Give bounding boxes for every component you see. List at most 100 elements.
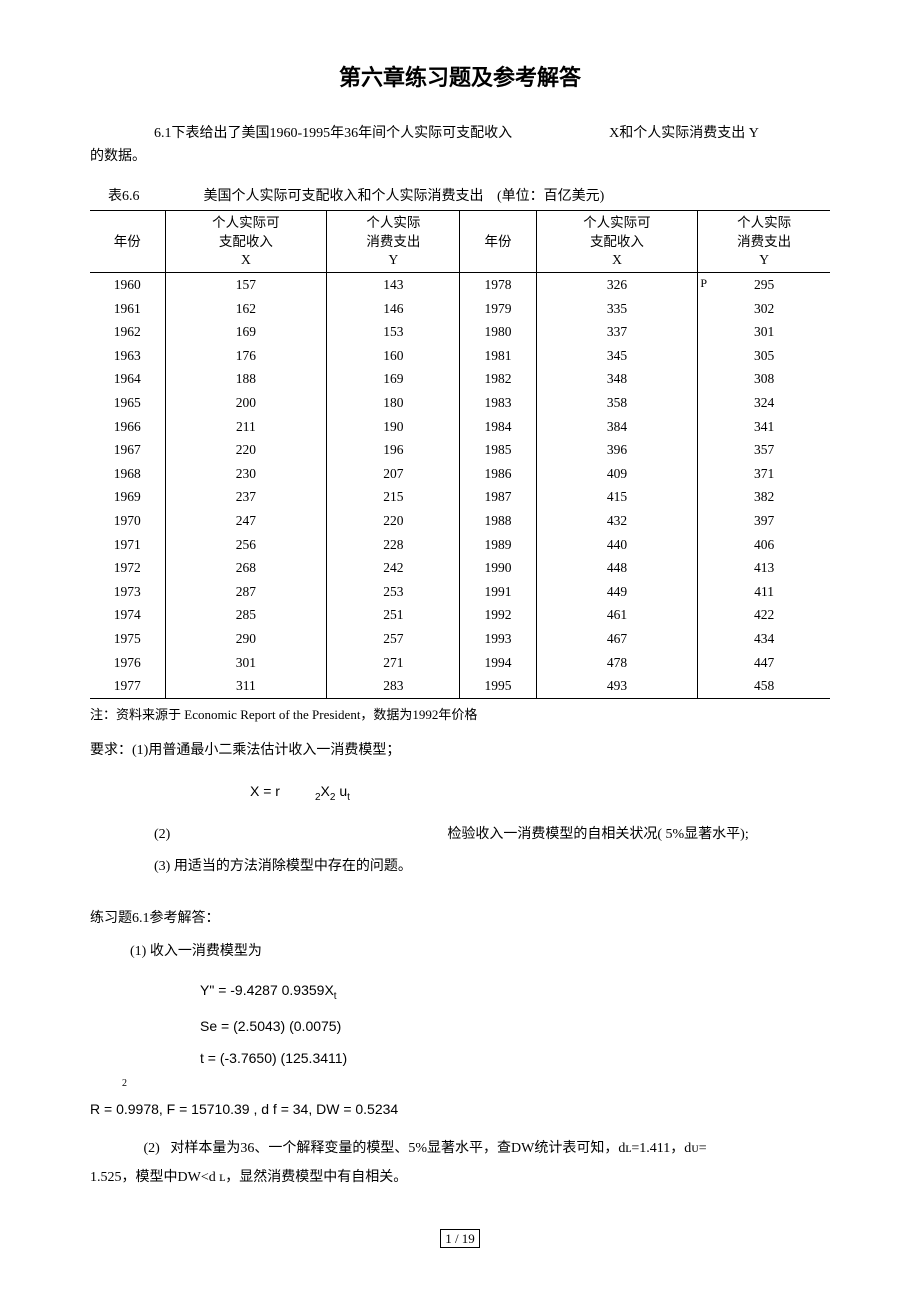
table-cell: 461 (536, 603, 698, 627)
table-cell: 153 (327, 320, 460, 344)
table-cell: 143 (327, 273, 460, 297)
table-note: 注：资料来源于 Economic Report of the President… (90, 705, 830, 726)
eqn1-left: X = r (250, 783, 280, 799)
table-cell: 447 (698, 651, 830, 675)
table-cell: 301 (698, 320, 830, 344)
table-cell: 1965 (90, 391, 165, 415)
intro-text-c: 的数据。 (90, 146, 830, 168)
table-cell: 341 (698, 415, 830, 439)
col-year-2: 年份 (460, 211, 536, 273)
intro-text-b: X和个人实际消费支出 Y (609, 126, 759, 141)
equation-1: X = r 2X2 ut (250, 780, 830, 806)
table-cell: 188 (165, 367, 327, 391)
table-caption: 表6.6 美国个人实际可支配收入和个人实际消费支出 (单位：百亿美元) (90, 186, 830, 208)
table-row: 19631761601981345305 (90, 344, 830, 368)
requirement-3: (3) 用适当的方法消除模型中存在的问题。 (154, 856, 830, 878)
answer-1-label: (1) 收入一消费模型为 (130, 941, 830, 963)
table-row: 19763012711994478447 (90, 651, 830, 675)
table-cell: 1977 (90, 674, 165, 698)
intro-text-a: 6.1下表给出了美国1960-1995年36年间个人实际可支配收入 (154, 126, 512, 141)
table-cell: 146 (327, 297, 460, 321)
table-cell: 220 (165, 438, 327, 462)
table-cell: 271 (327, 651, 460, 675)
col-consume-2: 个人实际消费支出Y (698, 211, 830, 273)
table-cell: 301 (165, 651, 327, 675)
table-cell: 285 (165, 603, 327, 627)
table-cell: 169 (327, 367, 460, 391)
table-cell: 335 (536, 297, 698, 321)
table-cell: 493 (536, 674, 698, 698)
table-cell: 1963 (90, 344, 165, 368)
table-cell: P295 (698, 273, 830, 297)
table-cell: 157 (165, 273, 327, 297)
table-cell: 371 (698, 462, 830, 486)
req2-text: 检验收入一消费模型的自相关状况( 5%显著水平); (447, 827, 748, 842)
table-cell: 440 (536, 533, 698, 557)
page-number: 1 / 19 (440, 1229, 480, 1248)
table-cell: 1978 (460, 273, 536, 297)
table-row: 19722682421990448413 (90, 556, 830, 580)
table-cell: 396 (536, 438, 698, 462)
t-line: t = (-3.7650) (125.3411) (200, 1047, 830, 1069)
table-cell: 1962 (90, 320, 165, 344)
table-cell: 1994 (460, 651, 536, 675)
table-cell: 467 (536, 627, 698, 651)
table-cell: 449 (536, 580, 698, 604)
table-cell: 411 (698, 580, 830, 604)
table-row: 19662111901984384341 (90, 415, 830, 439)
answer-2: (2) 对样本量为36、一个解释变量的模型、5%显著水平，查DW统计表可知，dʟ… (90, 1138, 830, 1160)
table-cell: 1964 (90, 367, 165, 391)
table-cell: 290 (165, 627, 327, 651)
table-cell: 337 (536, 320, 698, 344)
table-cell: 1991 (460, 580, 536, 604)
table-cell: 1974 (90, 603, 165, 627)
table-cell: 200 (165, 391, 327, 415)
table-cell: 287 (165, 580, 327, 604)
a2-text2: 1.525，模型中DW<d ʟ，显然消费模型中有自相关。 (90, 1167, 830, 1189)
table-cell: 283 (327, 674, 460, 698)
table-cell: 247 (165, 509, 327, 533)
table-row: 19742852511992461422 (90, 603, 830, 627)
table-cell: 1970 (90, 509, 165, 533)
answer-title: 练习题6.1参考解答： (90, 908, 830, 930)
table-cell: 1987 (460, 485, 536, 509)
col-income-2: 个人实际可支配收入X (536, 211, 698, 273)
table-cell: 211 (165, 415, 327, 439)
r2-block: 2 R = 0.9978, F = 15710.39 , d f = 34, D… (90, 1076, 830, 1120)
table-cell: 1985 (460, 438, 536, 462)
table-cell: 253 (327, 580, 460, 604)
table-row: 19692372151987415382 (90, 485, 830, 509)
table-row: 19702472201988432397 (90, 509, 830, 533)
p-marker: P (700, 274, 707, 293)
table-cell: 242 (327, 556, 460, 580)
table-row: 19773112831995493458 (90, 674, 830, 698)
table-cell: 1990 (460, 556, 536, 580)
table-cell: 1986 (460, 462, 536, 486)
table-cell: 230 (165, 462, 327, 486)
table-cell: 228 (327, 533, 460, 557)
table-cell: 1971 (90, 533, 165, 557)
table-cell: 257 (327, 627, 460, 651)
table-cell: 237 (165, 485, 327, 509)
table-cell: 1988 (460, 509, 536, 533)
table-cell: 434 (698, 627, 830, 651)
table-cell: 256 (165, 533, 327, 557)
table-row: 19621691531980337301 (90, 320, 830, 344)
table-cell: 1984 (460, 415, 536, 439)
table-unit: (单位：百亿美元) (497, 189, 604, 204)
table-cell: 1981 (460, 344, 536, 368)
requirement-2: (2) 检验收入一消费模型的自相关状况( 5%显著水平); (154, 824, 830, 846)
table-cell: 1972 (90, 556, 165, 580)
table-cell: 196 (327, 438, 460, 462)
table-cell: 1967 (90, 438, 165, 462)
table-cell: 406 (698, 533, 830, 557)
table-cell: 1966 (90, 415, 165, 439)
table-cell: 415 (536, 485, 698, 509)
table-cell: 1968 (90, 462, 165, 486)
table-cell: 1993 (460, 627, 536, 651)
col-consume-1: 个人实际消费支出Y (327, 211, 460, 273)
page-footer: 1 / 19 (90, 1229, 830, 1251)
table-row: 19682302071986409371 (90, 462, 830, 486)
r2-superscript: 2 (122, 1076, 830, 1092)
table-cell: 1973 (90, 580, 165, 604)
